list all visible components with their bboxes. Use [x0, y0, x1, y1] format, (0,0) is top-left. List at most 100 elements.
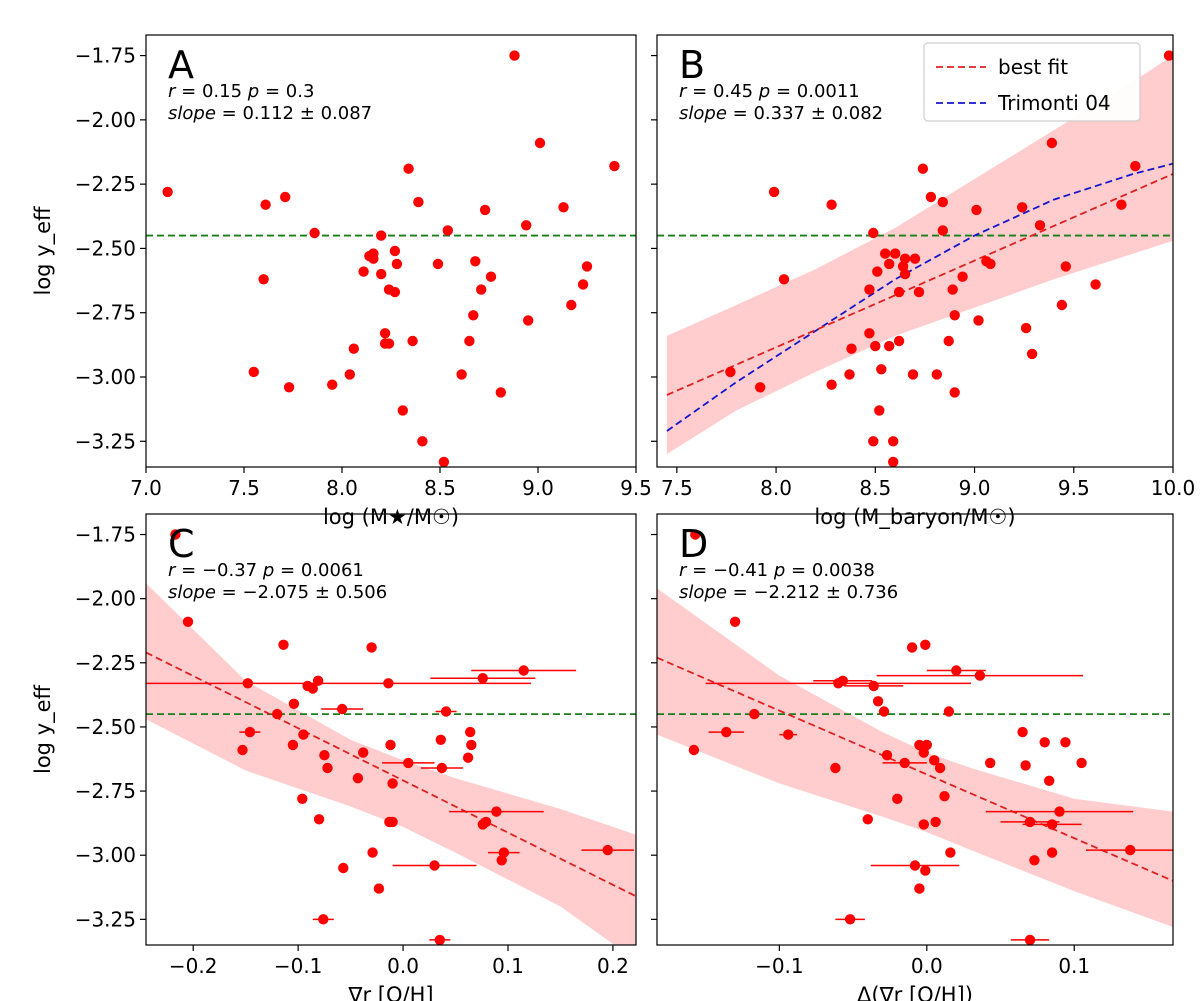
- data-point: [319, 750, 330, 761]
- data-point: [949, 310, 960, 321]
- data-point: [307, 683, 318, 694]
- data-point: [440, 706, 452, 717]
- data-point: [1163, 50, 1173, 61]
- data-point: [914, 883, 925, 894]
- x-tick-label: 0.1: [1058, 954, 1090, 978]
- y-tick-label: −1.75: [75, 44, 136, 68]
- axes-frame: [145, 34, 637, 468]
- data-point: [1076, 757, 1087, 769]
- x-tick-label: 7.5: [228, 476, 260, 500]
- data-point: [957, 271, 968, 282]
- data-point: [391, 258, 403, 270]
- plot-area: [657, 50, 1173, 467]
- data-point: [387, 778, 398, 789]
- x-tick-label: 8.5: [424, 476, 456, 500]
- best-fit-line: [666, 173, 1173, 396]
- panel-letter: B: [679, 43, 705, 87]
- data-point: [1020, 760, 1031, 771]
- x-tick-label: 0.2: [597, 954, 629, 978]
- data-point: [566, 299, 577, 311]
- data-point: [890, 248, 901, 259]
- y-tick-label: −2.50: [75, 236, 136, 260]
- data-point: [930, 816, 941, 828]
- data-point: [602, 844, 613, 856]
- data-point: [162, 186, 173, 198]
- data-point: [862, 814, 873, 825]
- data-point: [358, 266, 369, 277]
- data-point: [344, 369, 355, 380]
- data-point: [929, 755, 940, 766]
- data-point: [407, 335, 418, 347]
- data-point: [844, 914, 856, 925]
- data-point: [920, 865, 931, 876]
- y-tick-label: −3.25: [75, 907, 136, 931]
- data-point: [690, 529, 701, 540]
- data-point: [288, 698, 300, 709]
- data-point: [755, 382, 766, 393]
- best-fit-line: [657, 656, 1173, 882]
- data-point: [367, 847, 378, 858]
- data-point: [468, 310, 479, 321]
- plot-area: [146, 50, 636, 467]
- x-tick-label: 8.0: [760, 476, 792, 500]
- data-point: [581, 261, 593, 272]
- panel-b: 7.5 8.0 8.5 9.0 9.5 10.0 log (M_baryon/M☉) Br =…: [651, 34, 1195, 530]
- data-point: [170, 529, 181, 540]
- x-tick-label: 0.0: [387, 954, 419, 978]
- data-point: [893, 335, 905, 347]
- data-point: [939, 791, 950, 802]
- x-tick-label: 0.1: [492, 954, 524, 978]
- data-point: [462, 752, 474, 763]
- data-point: [260, 199, 271, 210]
- data-point: [951, 665, 962, 676]
- data-point: [868, 227, 879, 239]
- data-point: [287, 739, 299, 751]
- data-point: [387, 816, 398, 828]
- data-point: [892, 793, 903, 804]
- data-point: [783, 729, 794, 740]
- y-tick-label: −2.75: [75, 301, 136, 325]
- stats-correlation: r = 0.15 p = 0.3: [168, 81, 314, 102]
- data-point: [914, 739, 925, 751]
- y-axis-label: log y_eff: [31, 206, 56, 296]
- data-point: [523, 315, 534, 326]
- data-point: [376, 230, 387, 241]
- data-point: [864, 328, 875, 339]
- data-point: [297, 793, 308, 804]
- data-point: [973, 315, 984, 326]
- x-tick-label: −0.1: [274, 954, 323, 978]
- data-point: [521, 220, 532, 231]
- panel-d: −0.1 0.0 0.1 Δ(∇r [O/H]) Dr = −0.41 p = 0.00…: [651, 513, 1174, 1001]
- data-point: [844, 369, 855, 380]
- plot-area: [657, 529, 1173, 945]
- data-point: [725, 366, 736, 378]
- data-point: [383, 338, 395, 349]
- data-point: [442, 225, 453, 236]
- data-point: [456, 369, 467, 380]
- data-point: [434, 934, 445, 945]
- data-point: [985, 757, 996, 769]
- data-point: [465, 726, 476, 738]
- y-tick-label: −3.00: [75, 843, 136, 867]
- data-point: [1060, 737, 1071, 748]
- data-point: [413, 196, 424, 208]
- x-axis-label: log (M★/M☉): [323, 505, 459, 529]
- stats-correlation: r = −0.41 p = 0.0038: [679, 560, 875, 581]
- data-point: [1130, 160, 1141, 172]
- data-point: [389, 245, 401, 257]
- data-point: [878, 706, 890, 717]
- data-point: [918, 819, 929, 830]
- data-point: [899, 268, 911, 280]
- data-point: [429, 860, 440, 871]
- data-point: [309, 227, 320, 239]
- data-point: [435, 734, 446, 745]
- data-point: [479, 204, 491, 216]
- x-axis-label: Δ(∇r [O/H]): [857, 983, 973, 1001]
- data-point: [909, 253, 921, 264]
- data-point: [943, 706, 955, 717]
- data-point: [476, 284, 487, 295]
- data-point: [368, 253, 379, 264]
- panel-letter: A: [168, 43, 194, 87]
- data-point: [1039, 737, 1050, 748]
- data-point: [1029, 855, 1040, 866]
